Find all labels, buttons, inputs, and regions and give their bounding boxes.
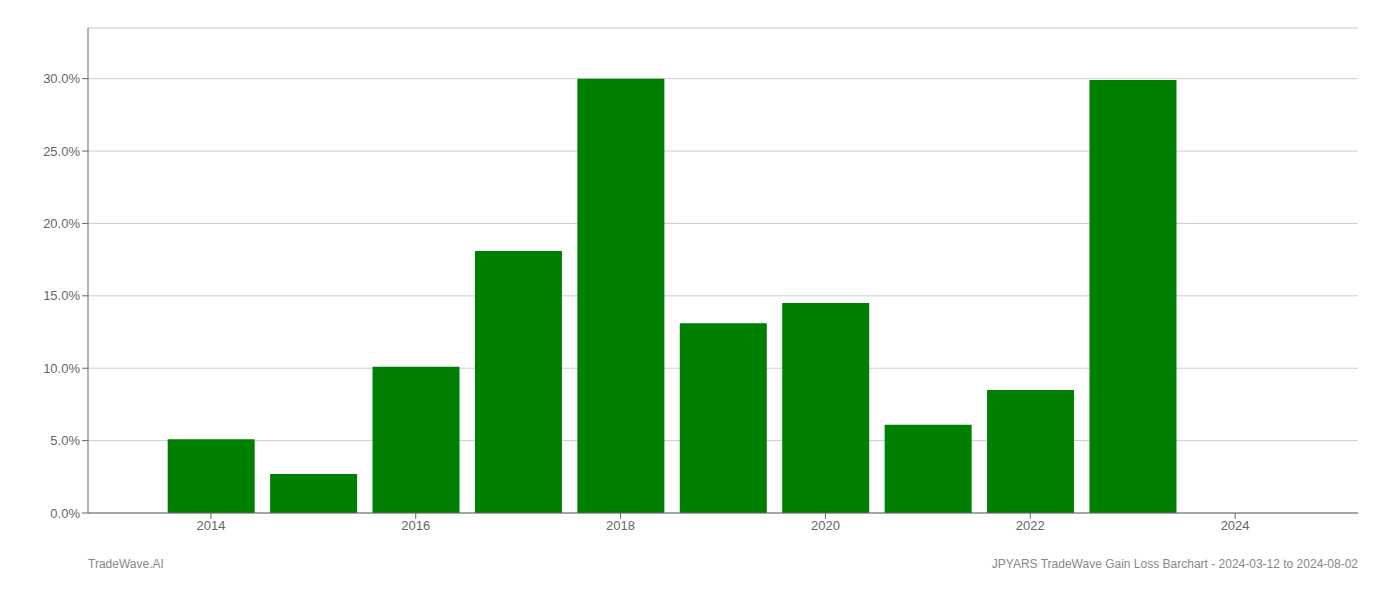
svg-text:2022: 2022 xyxy=(1016,518,1045,533)
svg-text:15.0%: 15.0% xyxy=(43,288,80,303)
svg-text:2024: 2024 xyxy=(1221,518,1250,533)
svg-text:2020: 2020 xyxy=(811,518,840,533)
html-text:TradeWave.AI: TradeWave.AI xyxy=(88,557,164,571)
svg-text:20.0%: 20.0% xyxy=(43,216,80,231)
svg-text:10.0%: 10.0% xyxy=(43,361,80,376)
html-text:JPYARS TradeWave Gain Loss Bar: JPYARS TradeWave Gain Loss Barchart - 20… xyxy=(991,557,1358,571)
svg-text:2018: 2018 xyxy=(606,518,635,533)
svg-text:2014: 2014 xyxy=(196,518,225,533)
svg-text:5.0%: 5.0% xyxy=(50,433,80,448)
svg-text:2016: 2016 xyxy=(401,518,430,533)
svg-text:0.0%: 0.0% xyxy=(50,506,80,521)
svg-text:30.0%: 30.0% xyxy=(43,71,80,86)
svg-text:25.0%: 25.0% xyxy=(43,144,80,159)
